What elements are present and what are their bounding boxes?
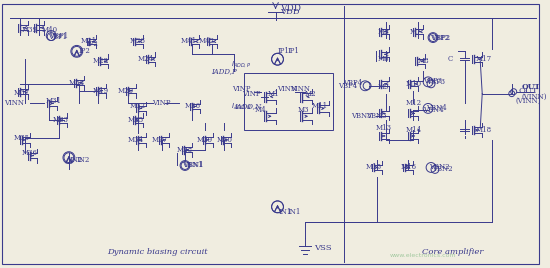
- Text: M25: M25: [128, 116, 144, 124]
- Text: VBP3: VBP3: [426, 78, 446, 86]
- Text: M18: M18: [476, 126, 492, 134]
- Text: M29: M29: [197, 136, 213, 144]
- Text: $I_{ADD,P}$: $I_{ADD,P}$: [231, 59, 252, 69]
- Text: M3: M3: [298, 106, 309, 114]
- Text: IN2: IN2: [70, 156, 84, 163]
- Text: M9: M9: [378, 83, 389, 91]
- Text: www.electronics.com: www.electronics.com: [390, 253, 456, 258]
- Text: VINP: VINP: [152, 99, 171, 107]
- Text: VSS: VSS: [314, 244, 332, 252]
- Text: M14: M14: [405, 126, 421, 134]
- Text: M26: M26: [185, 102, 201, 110]
- Text: (VINN): (VINN): [521, 93, 547, 100]
- Text: IP1: IP1: [278, 47, 289, 55]
- Text: M5: M5: [378, 28, 389, 36]
- Text: M35: M35: [14, 134, 30, 142]
- Text: VINN: VINN: [290, 85, 310, 93]
- Text: VBN1: VBN1: [183, 162, 203, 169]
- Text: VINP: VINP: [233, 85, 251, 93]
- Text: M32: M32: [130, 102, 146, 110]
- Text: VBP4: VBP4: [343, 79, 362, 87]
- Text: M40: M40: [41, 26, 57, 34]
- Text: VBP2: VBP2: [430, 34, 449, 42]
- Text: VBN1: VBN1: [182, 162, 202, 169]
- Text: OUT: OUT: [521, 83, 541, 91]
- Text: M30: M30: [216, 136, 233, 144]
- Text: IP2: IP2: [86, 40, 98, 49]
- Text: Core amplifier: Core amplifier: [422, 248, 483, 256]
- Text: M20: M20: [118, 87, 134, 95]
- Text: IADD,P: IADD,P: [212, 67, 238, 75]
- Text: M4: M4: [255, 106, 267, 114]
- Text: IN2: IN2: [77, 156, 90, 163]
- Text: M11: M11: [312, 102, 328, 110]
- Text: VINN: VINN: [4, 99, 24, 107]
- Text: IN1: IN1: [287, 208, 301, 216]
- Text: M8: M8: [417, 57, 429, 65]
- Text: M7: M7: [410, 28, 421, 36]
- Text: VBN2: VBN2: [432, 165, 452, 173]
- Text: $I_{ADD,N}$: $I_{ADD,N}$: [231, 102, 252, 111]
- Text: M39: M39: [21, 26, 37, 34]
- Text: M17: M17: [476, 55, 492, 63]
- Text: M19: M19: [92, 87, 108, 95]
- Text: M34: M34: [128, 136, 144, 144]
- Text: OUT: OUT: [519, 87, 538, 95]
- Bar: [244, 73, 333, 130]
- Text: IP1: IP1: [287, 47, 299, 55]
- Text: VBN4: VBN4: [423, 106, 443, 114]
- Text: M31: M31: [46, 96, 62, 105]
- Text: Dynamic biasing circuit: Dynamic biasing circuit: [107, 248, 208, 256]
- Text: M27: M27: [151, 136, 168, 144]
- Text: M28: M28: [177, 146, 193, 154]
- Text: M41: M41: [181, 38, 197, 46]
- Text: M24: M24: [138, 55, 153, 63]
- Text: VBP1: VBP1: [50, 32, 69, 40]
- Text: VBP4: VBP4: [338, 82, 358, 90]
- Text: M37: M37: [14, 89, 30, 97]
- Text: VINP: VINP: [241, 90, 260, 98]
- Text: M21: M21: [80, 38, 97, 46]
- Text: IN1: IN1: [279, 208, 292, 216]
- Text: M33: M33: [53, 116, 69, 124]
- Text: M13: M13: [376, 124, 392, 132]
- Text: M12: M12: [405, 99, 421, 107]
- Text: M1: M1: [268, 90, 279, 98]
- Text: M38: M38: [69, 79, 85, 87]
- Text: VBP1: VBP1: [48, 33, 68, 40]
- FancyBboxPatch shape: [2, 4, 540, 264]
- Text: VBN3: VBN3: [366, 112, 386, 120]
- Text: M16: M16: [400, 163, 416, 172]
- Text: M2: M2: [304, 90, 316, 98]
- Text: M22: M22: [92, 57, 108, 65]
- Text: M23: M23: [130, 38, 146, 46]
- Text: IP2: IP2: [79, 47, 91, 55]
- Text: VBN2: VBN2: [428, 163, 449, 172]
- Text: VBP2: VBP2: [431, 34, 450, 42]
- Text: M15: M15: [366, 163, 382, 172]
- Text: M42: M42: [199, 38, 214, 46]
- Text: VBN3: VBN3: [351, 112, 372, 120]
- Text: VDD: VDD: [280, 3, 301, 13]
- Text: (VINN): (VINN): [516, 96, 541, 105]
- Text: VBN4: VBN4: [426, 105, 446, 112]
- Text: VDD: VDD: [279, 8, 299, 16]
- Text: M10: M10: [405, 80, 421, 88]
- Text: C: C: [448, 55, 453, 63]
- Text: M6: M6: [378, 55, 389, 63]
- Text: IADD,N: IADD,N: [234, 102, 261, 110]
- Text: VINN: VINN: [277, 85, 297, 93]
- Text: M36: M36: [21, 149, 37, 157]
- Text: VBP3: VBP3: [424, 77, 443, 85]
